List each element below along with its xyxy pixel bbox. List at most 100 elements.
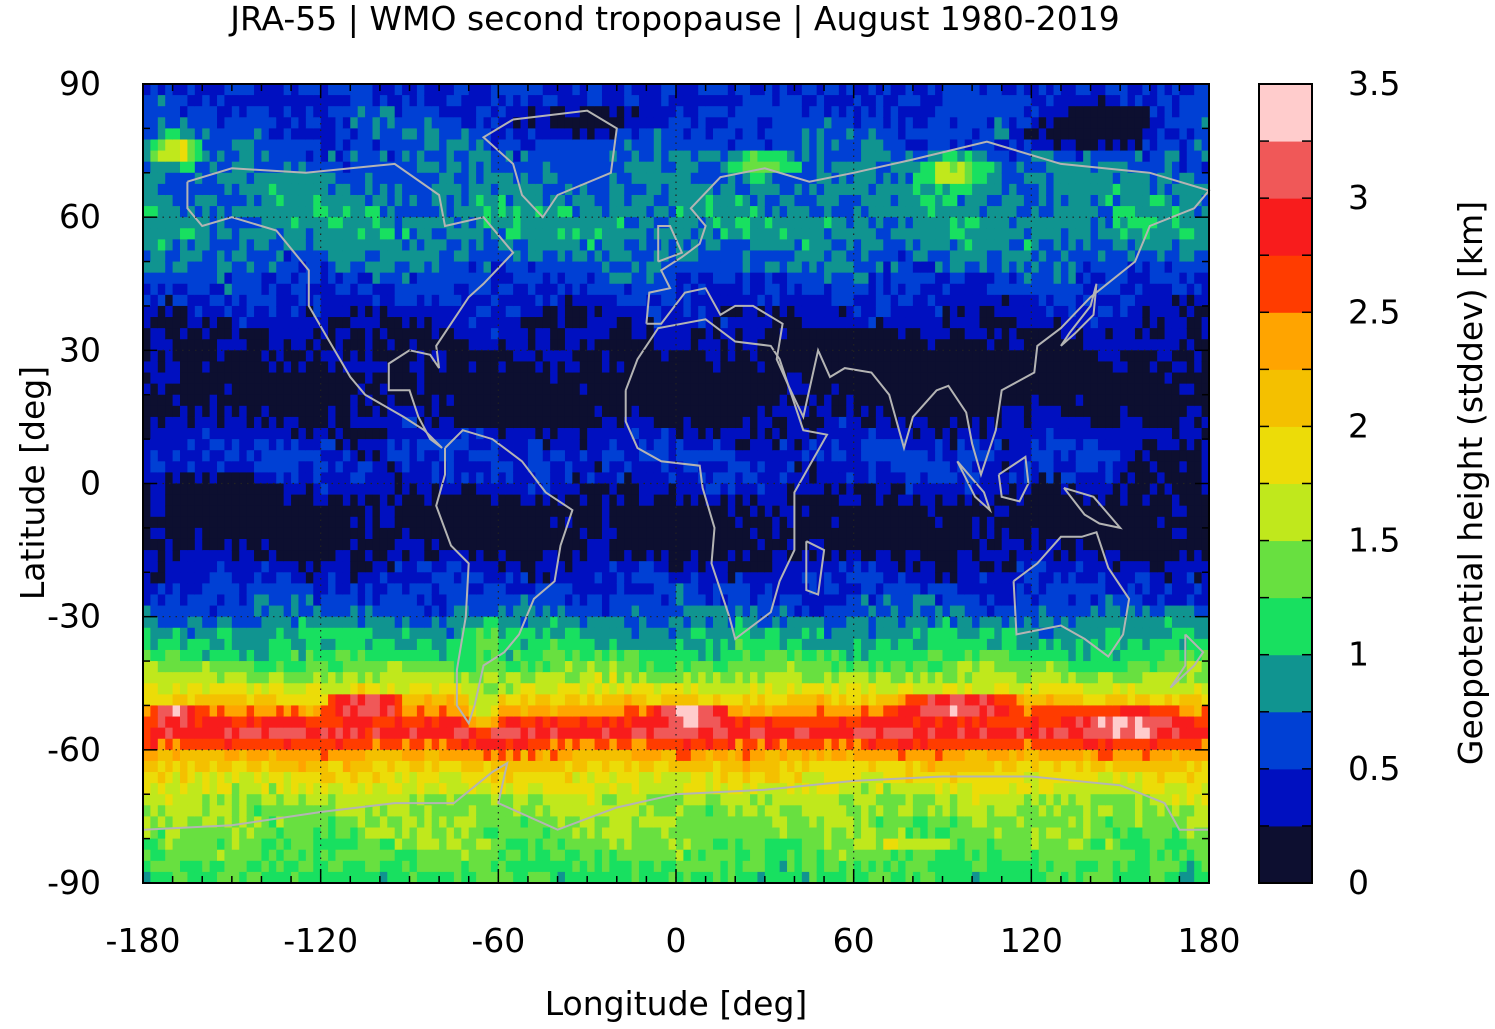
heatmap-cell [143,95,151,107]
heatmap-cell [372,439,381,451]
heatmap-cell [468,405,477,418]
heatmap-cell [409,772,418,784]
heatmap-cell [231,727,240,740]
heatmap-cell [431,228,440,240]
heatmap-cell [431,616,440,629]
heatmap-cell [431,672,440,684]
heatmap-cell [624,84,633,96]
heatmap-cell [624,616,633,629]
heatmap-cell [217,738,226,751]
heatmap-cell [394,461,403,474]
heatmap-cell [461,394,470,407]
heatmap-cell [180,294,189,307]
heatmap-cell [527,283,536,296]
heatmap-cell [527,827,536,840]
heatmap-cell [261,294,270,307]
heatmap-cell [490,649,499,662]
heatmap-cell [379,183,388,196]
heatmap-cell [394,439,403,451]
heatmap-cell [239,605,248,618]
heatmap-cell [587,294,596,307]
heatmap-cell [231,816,240,829]
heatmap-cell [439,172,448,185]
heatmap-cell [194,161,203,174]
heatmap-cell [328,627,337,640]
heatmap-cell [209,372,218,385]
heatmap-cell [231,483,240,496]
heatmap-cell [357,871,366,884]
heatmap-cell [224,150,233,163]
heatmap-cell [527,805,536,818]
heatmap-cell [283,250,292,263]
heatmap-cell [217,805,226,818]
heatmap-cell [320,561,329,573]
heatmap-cell [394,661,403,673]
heatmap-cell [476,239,485,252]
heatmap-cell [520,838,529,851]
heatmap-cell [490,871,499,884]
heatmap-cell [202,483,211,496]
heatmap-cell [357,838,366,851]
heatmap-cell [624,749,633,762]
heatmap-cell [165,616,174,629]
heatmap-cell [394,217,403,229]
heatmap-cell [239,461,248,474]
heatmap-cell [601,760,610,773]
heatmap-cell [594,394,603,407]
heatmap-cell [246,272,255,285]
heatmap-cell [143,117,151,129]
heatmap-cell [424,838,433,851]
heatmap-cell [409,694,418,707]
heatmap-cell [283,394,292,407]
heatmap-cell [342,716,351,729]
heatmap-cell [217,472,226,485]
heatmap-cell [335,827,344,840]
heatmap-cell [416,760,425,773]
heatmap-cell [379,749,388,762]
heatmap-cell [305,439,314,451]
heatmap-cell [283,516,292,529]
heatmap-cell [150,716,159,729]
heatmap-cell [439,672,448,684]
heatmap-cell [335,672,344,684]
heatmap-cell [446,394,455,407]
heatmap-cell [609,749,618,762]
heatmap-cell [268,350,277,363]
heatmap-cell [268,183,277,196]
heatmap-cell [298,95,307,107]
heatmap-cell [616,172,625,185]
heatmap-cell [342,516,351,529]
heatmap-cell [268,716,277,729]
heatmap-cell [254,372,263,385]
heatmap-cell [335,816,344,829]
heatmap-cell [587,860,596,873]
heatmap-cell [379,194,388,207]
heatmap-cell [461,161,470,174]
heatmap-cell [379,172,388,185]
heatmap-cell [246,505,255,518]
heatmap-cell [209,849,218,862]
heatmap-cell [564,139,573,152]
heatmap-cell [579,305,588,318]
heatmap-cell [187,572,196,584]
heatmap-cell [298,838,307,851]
heatmap-cell [550,250,559,263]
heatmap-cell [453,416,462,429]
heatmap-cell [439,783,448,795]
heatmap-cell [372,372,381,385]
heatmap-cell [365,428,374,440]
heatmap-cell [402,627,411,640]
heatmap-cell [372,538,381,551]
heatmap-cell [350,95,359,107]
heatmap-cell [631,461,640,474]
heatmap-cell [387,816,396,829]
heatmap-cell [313,217,322,229]
heatmap-cell [476,794,485,806]
heatmap-cell [564,483,573,496]
heatmap-cell [298,661,307,673]
heatmap-cell [402,683,411,695]
heatmap-cell [165,194,174,207]
heatmap-cell [224,328,233,340]
heatmap-cell [594,516,603,529]
heatmap-cell [305,117,314,129]
